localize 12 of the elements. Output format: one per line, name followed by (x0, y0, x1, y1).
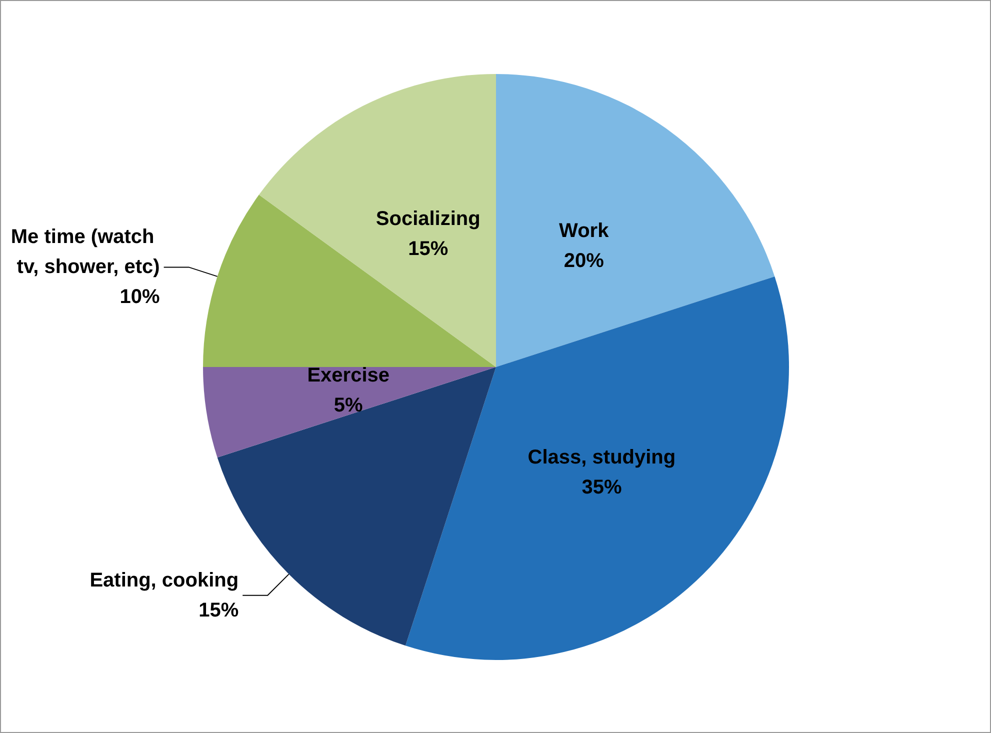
data-label: 35% (582, 476, 622, 499)
slice-label: Socializing (376, 208, 480, 230)
data-label: 15% (198, 599, 239, 622)
slice-label: Exercise (307, 364, 390, 386)
slice-label: Class, studying (528, 446, 676, 469)
slice-label: Me time (watch tv, shower, etc) (10, 226, 160, 278)
data-label: 5% (334, 394, 364, 416)
data-label: 15% (408, 238, 448, 260)
slice-label: Work (559, 220, 610, 242)
data-label: 20% (564, 250, 604, 272)
slice-label: Eating, cooking (90, 569, 239, 592)
data-label: 10% (120, 286, 160, 308)
